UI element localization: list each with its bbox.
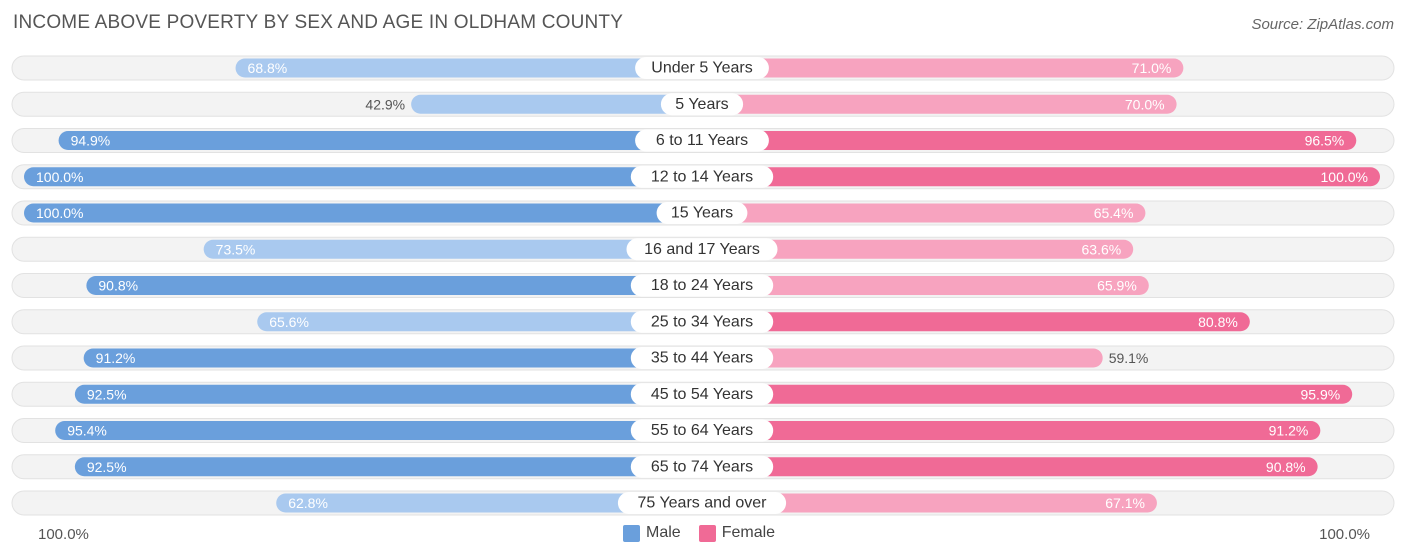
female-bar (702, 421, 1321, 440)
female-bar (702, 203, 1146, 223)
male-value-label: 94.9% (71, 133, 111, 149)
category-label-bg (656, 202, 748, 224)
category-label: 65 to 74 Years (651, 458, 753, 475)
female-value-label: 71.0% (1132, 60, 1172, 76)
male-value-label: 92.5% (87, 459, 127, 475)
axis-right-label: 100.0% (1319, 526, 1370, 543)
female-value-label: 67.1% (1105, 495, 1145, 511)
legend-label-female: Female (721, 524, 776, 541)
male-bar (235, 58, 702, 78)
category-label-bg (617, 492, 787, 514)
source-label: Source: ZipAtlas.com (1251, 16, 1394, 33)
male-value-label: 62.8% (288, 495, 328, 511)
category-label: 12 to 14 Years (651, 168, 753, 185)
female-value-label: 63.6% (1082, 241, 1122, 257)
male-value-label: 42.9% (365, 96, 405, 112)
male-bar (86, 276, 703, 295)
male-value-label: 91.2% (96, 350, 136, 366)
male-value-label: 100.0% (36, 205, 83, 221)
female-bar (702, 384, 1353, 404)
female-value-label: 96.5% (1305, 133, 1345, 149)
female-bar (702, 312, 1250, 332)
category-label-bg (630, 165, 774, 188)
legend-swatch-female (698, 524, 716, 542)
legend-swatch-male (623, 524, 640, 542)
male-value-label: 92.5% (87, 386, 127, 402)
chart-title: INCOME ABOVE POVERTY BY SEX AND AGE IN O… (13, 12, 624, 33)
female-bar (702, 239, 1134, 259)
category-label-bg (626, 238, 778, 261)
category-label: 5 Years (675, 96, 728, 113)
male-bar (24, 167, 702, 187)
male-value-label: 73.5% (216, 241, 256, 257)
male-bar (411, 94, 702, 114)
female-value-label: 100.0% (1321, 169, 1368, 185)
male-value-label: 65.6% (269, 314, 309, 330)
category-label-bg (630, 455, 774, 478)
male-value-label: 100.0% (36, 169, 83, 185)
category-label: 75 Years and over (638, 495, 768, 512)
category-label: 16 and 17 Years (644, 241, 760, 258)
male-bar (74, 457, 703, 477)
female-bar (702, 457, 1318, 477)
category-label-bg (660, 93, 744, 116)
female-value-label: 90.8% (1266, 459, 1306, 475)
female-value-label: 95.9% (1300, 386, 1340, 402)
category-label-bg (630, 310, 774, 333)
male-bar (55, 421, 703, 440)
chart: 68.8% 71.0% Under 5 Years 42.9% 70.0% 5 Years… (11, 55, 1395, 516)
category-label: 55 to 64 Years (651, 422, 753, 439)
legend-label-male: Male (646, 524, 681, 541)
female-bar (702, 493, 1157, 513)
male-value-label: 68.8% (248, 60, 288, 76)
category-label-bg (630, 347, 774, 369)
axis-left-label: 100.0% (38, 526, 89, 543)
male-value-label: 90.8% (98, 278, 138, 294)
category-label: Under 5 Years (651, 60, 752, 77)
category-label: 6 to 11 Years (656, 132, 748, 149)
female-value-label: 59.1% (1109, 350, 1149, 366)
female-value-label: 65.4% (1094, 205, 1134, 221)
category-label: 45 to 54 Years (651, 386, 753, 403)
male-bar (203, 239, 703, 259)
female-bar (702, 348, 1103, 368)
category-label-bg (630, 383, 774, 406)
female-value-label: 80.8% (1198, 314, 1238, 330)
category-label-bg (635, 129, 769, 152)
female-value-label: 65.9% (1097, 278, 1137, 294)
category-label: 35 to 44 Years (651, 350, 753, 367)
category-label-bg (630, 419, 774, 442)
category-label-bg (630, 274, 774, 297)
male-bar (24, 203, 702, 223)
category-label: 18 to 24 Years (651, 277, 753, 294)
category-label-bg (635, 57, 769, 79)
female-bar (702, 276, 1149, 295)
male-bar (257, 312, 702, 332)
female-bar (702, 58, 1184, 78)
male-bar (74, 384, 703, 404)
female-value-label: 70.0% (1125, 96, 1165, 112)
legend: Male Female (623, 524, 793, 542)
male-bar (276, 493, 702, 513)
male-bar (83, 348, 702, 368)
legend-item-female: Female (698, 524, 776, 542)
female-bar (702, 131, 1357, 150)
category-label: 25 to 34 Years (651, 313, 753, 330)
male-bar (58, 131, 702, 150)
female-bar (702, 94, 1177, 114)
category-label: 15 Years (671, 205, 733, 222)
legend-item-male: Male (623, 524, 681, 542)
female-value-label: 91.2% (1269, 423, 1309, 439)
male-value-label: 95.4% (67, 423, 107, 439)
female-bar (702, 167, 1380, 187)
